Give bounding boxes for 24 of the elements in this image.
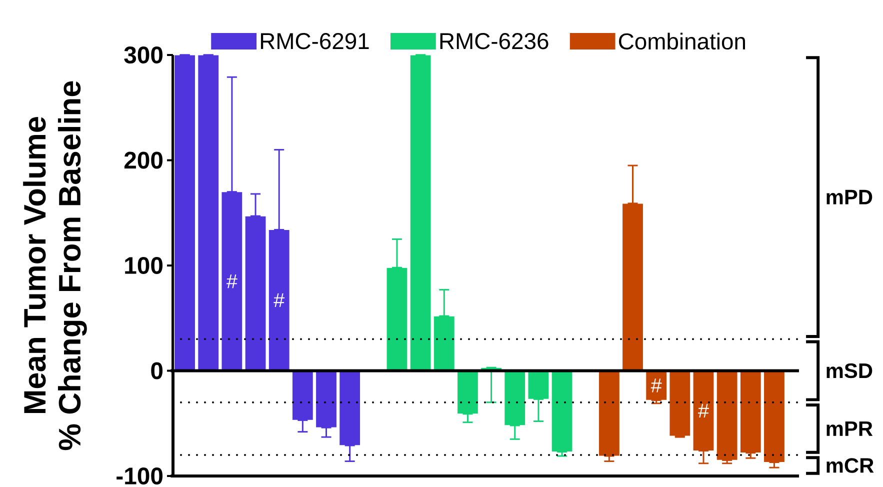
bar — [740, 370, 762, 454]
bar — [598, 370, 620, 456]
legend-label: Combination — [619, 32, 745, 50]
bar — [669, 370, 691, 436]
legend-label: RMC-6291 — [260, 33, 369, 50]
text: mPD — [826, 190, 872, 204]
legend-label: RMC-6236 — [440, 33, 548, 50]
text: mCR — [826, 458, 874, 473]
y-axis-title: Mean Tumor Volume % Change From Baseline — [23, 81, 87, 450]
text: mPR — [826, 421, 873, 436]
y-tick-label: 100 — [125, 257, 163, 274]
y-tick-label: -100 — [116, 468, 163, 484]
bar — [646, 370, 668, 401]
y-tick-label: 200 — [124, 152, 163, 169]
bar — [198, 54, 220, 372]
text: mSD — [826, 363, 872, 378]
data-label: # — [698, 404, 709, 418]
bar — [174, 54, 196, 372]
y-tick-label: 0 — [151, 362, 163, 380]
data-label: # — [650, 378, 662, 392]
bar — [763, 370, 786, 463]
data-label: # — [226, 274, 238, 288]
y-tick-label: 300 — [124, 46, 163, 64]
data-label: # — [274, 293, 285, 308]
